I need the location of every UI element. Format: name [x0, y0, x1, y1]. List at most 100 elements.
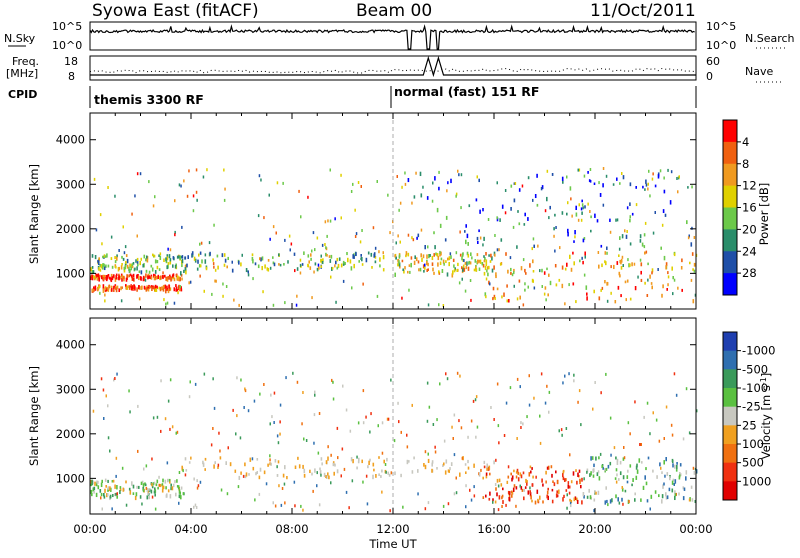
echo-cell [469, 279, 472, 282]
echo-cell [645, 179, 647, 184]
echo-cell [220, 488, 223, 492]
echo-cell [158, 286, 161, 290]
echo-cell [213, 406, 216, 410]
echo-cell [496, 217, 499, 222]
echo-cell [667, 283, 669, 287]
echo-cell [275, 231, 277, 235]
echo-cell [485, 277, 488, 281]
echo-cell [140, 270, 143, 275]
echo-cell [98, 285, 100, 289]
echo-cell [588, 179, 591, 182]
echo-cell [272, 303, 275, 307]
echo-cell [357, 421, 360, 425]
echo-cell [439, 382, 441, 386]
echo-cell [628, 500, 630, 503]
echo-cell [619, 236, 621, 240]
freq-tick-top: 18 [64, 55, 78, 68]
echo-cell [258, 475, 261, 480]
echo-cell [548, 216, 550, 220]
echo-cell [495, 272, 497, 277]
echo-cell [231, 268, 234, 273]
echo-cell [159, 276, 161, 281]
echo-cell [260, 178, 262, 182]
echo-cell [238, 260, 240, 265]
echo-cell [502, 487, 504, 491]
echo-cell [470, 252, 472, 257]
echo-cell [318, 266, 320, 270]
echo-cell [166, 461, 169, 465]
echo-cell [96, 274, 98, 277]
echo-cell [592, 407, 594, 411]
echo-cell [558, 489, 560, 494]
echo-cell [516, 377, 519, 381]
echo-cell [670, 170, 673, 174]
echo-cell [580, 218, 583, 222]
echo-cell [548, 390, 551, 394]
echo-cell [545, 480, 547, 484]
echo-cell [145, 287, 148, 292]
echo-cell [152, 285, 154, 289]
echo-cell [478, 259, 481, 263]
echo-cell [104, 255, 107, 258]
echo-cell [225, 461, 227, 465]
echo-cell [669, 200, 672, 205]
echo-cell [590, 215, 592, 219]
echo-cell [95, 228, 98, 232]
echo-cell [482, 496, 485, 499]
echo-cell [665, 405, 668, 409]
echo-cell [436, 253, 438, 257]
echo-cell [268, 193, 270, 197]
echo-cell [335, 300, 337, 304]
echo-cell [647, 187, 649, 191]
echo-cell [283, 263, 285, 266]
echo-cell [191, 253, 194, 257]
echo-cell [589, 473, 591, 477]
echo-cell [94, 255, 97, 260]
echo-cell [602, 467, 604, 470]
echo-cell [96, 480, 98, 484]
echo-cell [132, 273, 135, 278]
echo-cell [581, 199, 583, 203]
echo-cell [467, 266, 470, 271]
echo-cell [652, 469, 654, 473]
echo-cell [348, 506, 350, 510]
echo-cell [411, 201, 413, 205]
echo-cell [148, 276, 150, 279]
echo-cell [455, 192, 458, 196]
echo-cell [121, 255, 123, 259]
echo-cell [154, 507, 157, 511]
echo-cell [500, 483, 503, 487]
echo-cell [544, 401, 547, 405]
echo-cell [639, 239, 642, 243]
echo-cell [692, 268, 694, 271]
echo-cell [109, 449, 111, 453]
echo-cell [479, 259, 482, 264]
echo-cell [203, 289, 205, 293]
echo-cell [161, 287, 163, 291]
echo-cell [163, 298, 165, 302]
echo-cell [473, 494, 476, 498]
echo-cell [424, 245, 426, 250]
echo-cell [513, 268, 515, 273]
echo-cell [382, 255, 385, 260]
echo-cell [517, 210, 519, 213]
echo-cell [225, 285, 228, 288]
echo-cell [166, 265, 168, 270]
cpid-mode-1: themis 3300 RF [94, 92, 204, 107]
echo-cell [141, 502, 143, 506]
echo-cell [342, 260, 345, 264]
echo-cell [337, 263, 340, 268]
echo-cell [226, 492, 229, 496]
echo-cell [181, 259, 184, 264]
echo-cell [453, 413, 456, 417]
echo-cell [107, 479, 109, 483]
echo-cell [203, 372, 206, 376]
echo-cell [570, 480, 573, 484]
nsky-panel: N.Sky 10^5 10^0 10^5 10^0 N.Search [4, 20, 795, 52]
echo-cell [186, 194, 189, 198]
echo-cell [279, 432, 281, 436]
echo-cell [139, 172, 142, 176]
echo-cell [91, 266, 94, 269]
echo-cell [224, 258, 227, 263]
echo-cell [299, 263, 302, 267]
